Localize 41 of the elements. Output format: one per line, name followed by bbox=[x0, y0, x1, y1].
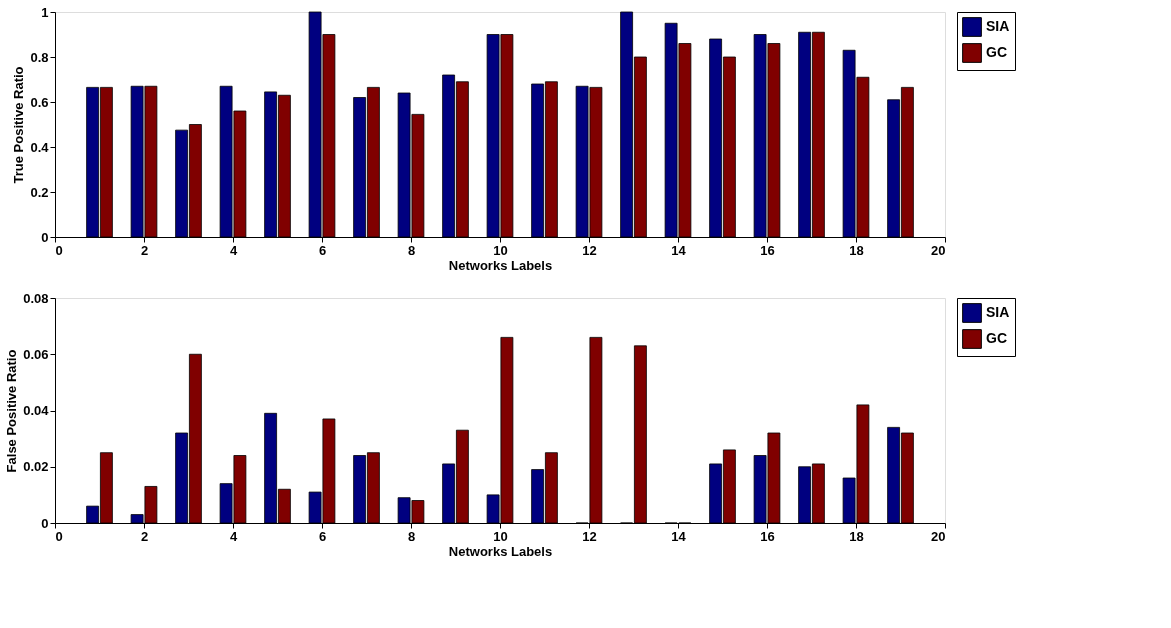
x-tick-label: 2 bbox=[140, 528, 149, 544]
x-tick-label: 18 bbox=[849, 528, 864, 544]
y-tick-label: 0.2 bbox=[30, 184, 49, 200]
x-tick-label: 14 bbox=[671, 528, 687, 544]
x-tick-label: 8 bbox=[407, 242, 416, 258]
x-tick-label: 0 bbox=[55, 242, 63, 258]
x-tick-label: 20 bbox=[931, 242, 946, 258]
legend-label: GC bbox=[986, 330, 1007, 346]
x-tick-label: 14 bbox=[671, 242, 687, 258]
y-axis-title: False Positive Ratio bbox=[4, 349, 20, 473]
y-tick-label: 0.08 bbox=[23, 290, 49, 306]
x-tick-label: 20 bbox=[931, 528, 946, 544]
legend-label: SIA bbox=[986, 304, 1010, 320]
y-tick-label: 0.02 bbox=[23, 459, 49, 475]
y-tick-label: 0.04 bbox=[23, 403, 50, 418]
y-tick-label: 0 bbox=[41, 229, 49, 245]
x-axis-title: Networks Labels bbox=[448, 543, 553, 559]
y-axis-title: True Positive Ratio bbox=[11, 66, 27, 184]
legend-label: SIA bbox=[986, 18, 1010, 34]
x-tick-label: 2 bbox=[140, 242, 149, 258]
x-tick-label: 12 bbox=[582, 242, 597, 258]
y-tick-label: 0.8 bbox=[30, 49, 49, 65]
x-tick-label: 18 bbox=[849, 242, 864, 258]
y-tick-label: 0.4 bbox=[30, 139, 50, 155]
x-tick-label: 0 bbox=[55, 528, 63, 544]
x-tick-label: 4 bbox=[229, 242, 238, 258]
y-tick-label: 0.06 bbox=[23, 346, 49, 362]
legend-label: GC bbox=[986, 44, 1007, 60]
x-tick-label: 10 bbox=[493, 528, 508, 544]
x-tick-label: 16 bbox=[760, 528, 775, 544]
x-tick-label: 16 bbox=[760, 242, 775, 258]
x-tick-label: 6 bbox=[318, 528, 327, 544]
y-tick-label: 0 bbox=[41, 515, 49, 531]
x-axis-title: Networks Labels bbox=[448, 257, 553, 273]
x-tick-label: 6 bbox=[318, 242, 327, 258]
x-tick-label: 4 bbox=[229, 528, 238, 544]
x-tick-label: 8 bbox=[407, 528, 416, 544]
y-tick-label: 1 bbox=[41, 4, 49, 20]
x-tick-label: 10 bbox=[493, 242, 508, 258]
y-tick-label: 0.6 bbox=[30, 94, 49, 110]
x-tick-label: 12 bbox=[582, 528, 597, 544]
